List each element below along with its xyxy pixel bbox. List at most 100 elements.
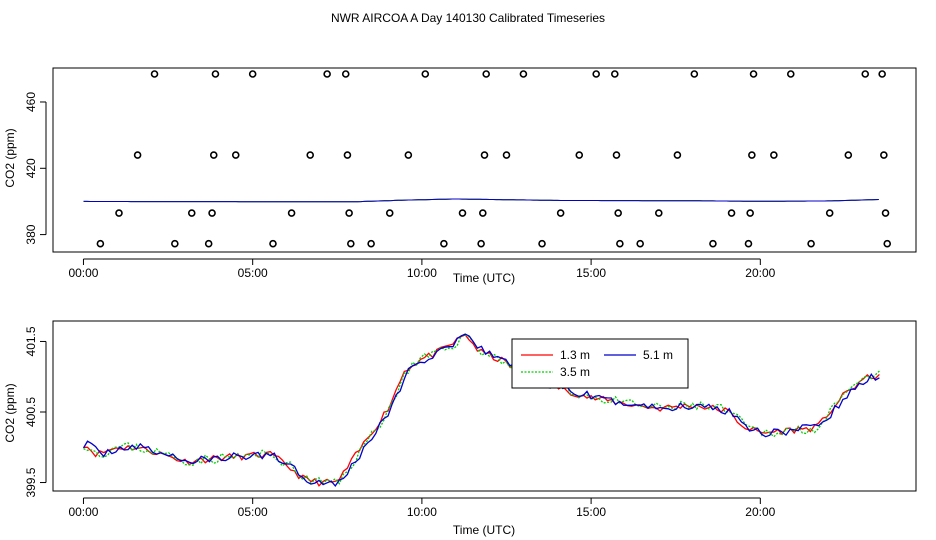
top-panel: 00:00 05:00 10:00 15:00 20:00 380 420 460 Time… — [3, 67, 917, 285]
top-series-line — [83, 198, 879, 203]
scatter-point — [171, 239, 179, 248]
figure-title: NWR AIRCOA A Day 140130 Calibrated Times… — [331, 11, 605, 25]
scatter-point — [538, 239, 546, 248]
scatter-point — [479, 209, 487, 217]
legend-box — [511, 338, 689, 389]
legend: 1.3 m 3.5 m 5.1 m — [511, 338, 689, 389]
scatter-point — [440, 239, 448, 248]
scatter-point — [345, 209, 353, 217]
bottom-y-tick-label: 401.5 — [24, 326, 38, 356]
bottom-x-tick-label: 20:00 — [745, 505, 775, 519]
top-plot-frame — [52, 67, 917, 253]
scatter-point — [844, 151, 853, 159]
scatter-point — [807, 239, 815, 248]
scatter-point — [881, 209, 890, 217]
bottom-x-tick-label: 00:00 — [68, 505, 98, 519]
scatter-point — [636, 239, 644, 248]
scatter-point — [458, 209, 467, 217]
scatter-point — [343, 151, 352, 159]
scatter-point — [883, 239, 892, 248]
bottom-panel: 00:00 05:00 10:00 15:00 20:00 399.5 400.5 401.… — [3, 320, 917, 537]
bottom-series-lines — [82, 333, 880, 487]
scatter-point — [709, 239, 717, 248]
scatter-point — [367, 239, 375, 248]
scatter-point — [287, 209, 296, 217]
scatter-point — [727, 209, 736, 217]
top-scatter-points — [96, 70, 892, 248]
scatter-point — [575, 151, 584, 159]
top-y-axis-label: CO2 (ppm) — [3, 128, 17, 187]
scatter-point — [421, 70, 430, 78]
scatter-point — [306, 151, 315, 159]
scatter-point — [690, 70, 699, 78]
series-line-5-1-m — [82, 333, 880, 487]
series-line-1-3-m — [83, 334, 880, 487]
top-y-tick-label: 460 — [24, 92, 38, 112]
top-x-axis-label: Time (UTC) — [453, 271, 515, 285]
legend-label-5-1m: 5.1 m — [643, 348, 673, 362]
scatter-point — [208, 209, 216, 217]
scatter-point — [187, 209, 196, 217]
bottom-x-tick-label: 05:00 — [238, 505, 268, 519]
scatter-point — [150, 70, 159, 78]
scatter-point — [385, 209, 394, 217]
scatter-point — [616, 239, 624, 248]
scatter-point — [786, 70, 795, 78]
scatter-point — [825, 209, 834, 217]
top-x-tick-label: 20:00 — [745, 266, 775, 280]
scatter-point — [654, 209, 663, 217]
scatter-point — [347, 239, 355, 248]
scatter-point — [861, 70, 870, 78]
scatter-point — [749, 70, 758, 78]
scatter-point — [556, 209, 565, 217]
scatter-point — [209, 151, 218, 159]
scatter-point — [748, 151, 756, 159]
bottom-x-tick-label: 10:00 — [407, 505, 437, 519]
series-line-3-5-m — [83, 334, 880, 485]
bottom-x-axis-label: Time (UTC) — [453, 523, 515, 537]
top-y-tick-label: 380 — [24, 224, 38, 244]
bottom-x-tick-label: 15:00 — [576, 505, 606, 519]
scatter-point — [612, 151, 621, 159]
top-x-axis: 00:00 05:00 10:00 15:00 20:00 — [68, 258, 776, 280]
scatter-point — [231, 151, 240, 159]
scatter-point — [269, 239, 277, 248]
scatter-point — [204, 239, 213, 248]
scatter-point — [482, 70, 490, 78]
legend-label-1-3m: 1.3 m — [560, 348, 590, 362]
bottom-y-tick-label: 399.5 — [24, 467, 38, 497]
top-series-lines — [83, 198, 879, 203]
scatter-point — [248, 70, 257, 78]
scatter-point — [746, 209, 754, 217]
scatter-point — [880, 151, 888, 159]
top-y-tick-label: 420 — [24, 158, 38, 178]
scatter-point — [770, 151, 778, 159]
scatter-point — [878, 70, 886, 78]
scatter-point — [480, 151, 489, 159]
scatter-point — [610, 70, 619, 78]
scatter-point — [341, 70, 350, 78]
scatter-point — [404, 151, 413, 159]
scatter-point — [744, 239, 753, 248]
scatter-point — [133, 151, 142, 159]
top-x-tick-label: 10:00 — [407, 266, 437, 280]
scatter-point — [673, 151, 682, 159]
bottom-y-axis: 399.5 400.5 401.5 — [24, 326, 47, 498]
top-x-tick-label: 05:00 — [238, 266, 268, 280]
bottom-y-tick-label: 400.5 — [24, 397, 38, 427]
top-y-axis: 380 420 460 — [24, 92, 47, 245]
bottom-y-axis-label: CO2 (ppm) — [3, 383, 17, 442]
legend-label-3-5m: 3.5 m — [560, 365, 590, 379]
scatter-point — [96, 239, 105, 248]
scatter-point — [211, 70, 220, 78]
scatter-point — [477, 239, 485, 248]
scatter-point — [115, 209, 123, 217]
top-x-tick-label: 15:00 — [576, 266, 606, 280]
scatter-point — [592, 70, 600, 78]
scatter-point — [614, 209, 622, 217]
bottom-plot-frame — [52, 320, 917, 492]
bottom-x-axis: 00:00 05:00 10:00 15:00 20:00 — [68, 497, 776, 519]
scatter-point — [502, 151, 511, 159]
top-x-tick-label: 00:00 — [68, 266, 98, 280]
